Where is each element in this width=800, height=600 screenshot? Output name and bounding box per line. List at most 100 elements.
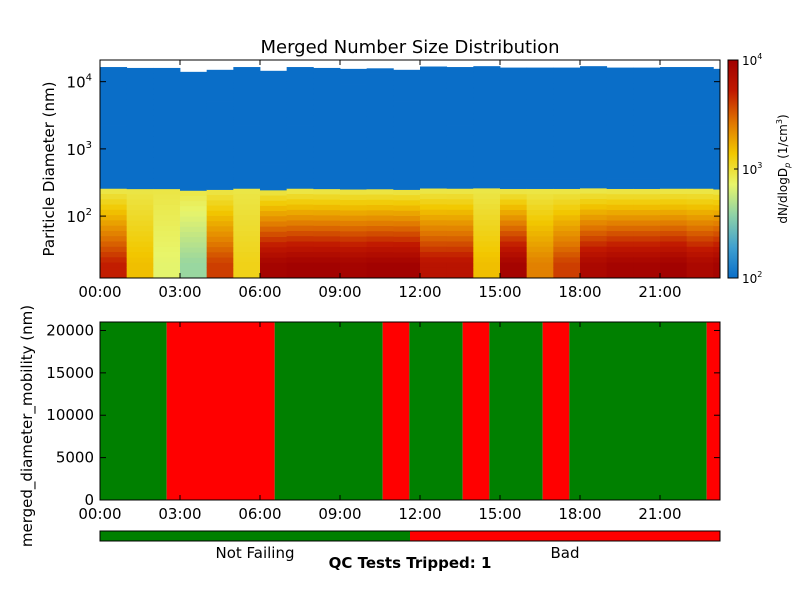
heatmap-cell [340,199,368,206]
heatmap-cell [686,151,714,158]
heatmap-cell [340,272,368,279]
heatmap-cell [100,140,128,147]
heatmap-cell [100,151,128,158]
heatmap-cell [420,235,448,242]
heatmap-cell [660,125,688,131]
heatmap-cell [553,246,581,253]
heatmap-cell [233,198,261,205]
heatmap-cell [606,230,634,237]
heatmap-cell [473,145,501,152]
heatmap-cell [206,69,234,76]
heatmap-cell [526,120,554,126]
heatmap-cell [313,136,341,142]
heatmap-cell [286,272,314,279]
heatmap-cell [660,72,688,78]
heatmap-cell [366,110,394,116]
heatmap-cell [473,182,501,189]
heatmap-cell [366,120,394,127]
heatmap-cell [340,110,368,117]
heatmap-cell [473,124,501,131]
heatmap-cell [420,156,448,163]
heatmap-cell [153,88,181,95]
heatmap-cell [233,251,261,258]
heatmap-cell [446,146,474,152]
qc-x-tick-label: 12:00 [398,505,441,523]
heatmap-cell [153,235,181,242]
qc-segments [100,322,720,500]
heatmap-cell [713,126,721,133]
heatmap-cell [633,104,661,111]
legend-swatch-not-failing [100,531,410,541]
heatmap-cell [473,87,501,94]
heatmap-cell [233,156,261,163]
heatmap-cell [233,188,261,195]
heatmap-cell [206,184,234,190]
heatmap-cell [553,109,581,116]
heatmap-cell [260,122,288,129]
heatmap-cell [686,72,714,78]
heatmap-cell [233,183,261,189]
heatmap-cell [206,116,234,123]
heatmap-cell [260,143,288,149]
heatmap-cell [446,172,474,179]
heatmap-cell [420,98,448,104]
heatmap-cell [580,172,608,178]
heatmap-cell [606,146,634,153]
heatmap-cell [206,90,234,97]
heatmap-cell [580,150,608,157]
heatmap-cell [180,247,208,253]
heatmap-cell [526,225,554,232]
heatmap-cell [100,193,128,200]
heatmap-cells [100,66,721,279]
heatmap-cell [473,251,501,258]
heatmap-cell [180,107,208,114]
heatmap-cell [713,220,721,227]
qc-y-tick-label: 10000 [46,406,94,424]
heatmap-cell [580,119,608,125]
heatmap-cell [100,98,128,105]
heatmap-cell [633,262,661,268]
heatmap-cell [286,140,314,147]
heatmap-cell [713,147,721,153]
heatmap-cell [100,88,128,94]
heatmap-cell [686,156,714,163]
heatmap-cell [553,214,581,221]
heatmap-cell [233,241,261,247]
heatmap-cell [553,241,581,247]
heatmap-cell [180,113,208,119]
heatmap-cell [366,89,394,95]
heatmap-cell [420,71,448,78]
heatmap-cell [393,189,421,196]
heatmap-cell [260,179,288,186]
heatmap-cell [580,97,608,104]
colorbar-tick-label: 104 [742,52,762,68]
heatmap-cell [660,135,688,142]
heatmap-cell [686,130,714,136]
heatmap-cell [686,140,714,147]
heatmap-cell [260,91,288,98]
heatmap-cell [500,130,528,137]
heatmap-cell [420,145,448,152]
heatmap-cell [100,230,128,237]
heatmap-cell [526,214,554,221]
heatmap-cell [686,241,714,247]
heatmap-cell [100,241,128,247]
heatmap-cell [526,78,554,84]
heatmap-cell [126,225,154,232]
legend-swatch-bad [410,531,720,541]
heatmap-cell [366,84,394,90]
heatmap-cell [286,251,314,258]
heatmap-cell [500,114,528,121]
heatmap-cell [420,251,448,258]
heatmap-cell [660,167,688,173]
heatmap-cell [580,214,608,221]
heatmap-cell [580,108,608,115]
heatmap-cell [153,209,181,216]
heatmap-cell [126,109,154,116]
heatmap-cell [500,141,528,147]
heatmap-cell [420,246,448,252]
heatmap-cell [473,240,501,247]
heatmap-cell [526,235,554,242]
heatmap-cell [313,146,341,153]
